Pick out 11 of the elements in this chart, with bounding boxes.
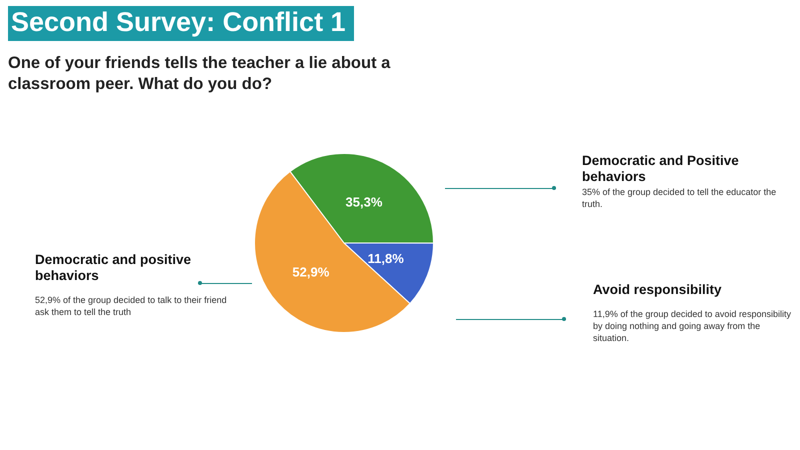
text: Avoid responsibility [593, 282, 723, 298]
text: 11,9% of the group decided to avoid responsibility by doing nothing and going away from the situation. [593, 308, 792, 344]
text: 52,9% of the group decided to talk to their friend ask them to tell the truth [35, 294, 228, 318]
chart-subtitle: One of your friends tells the teacher a lie about a classroom peer. What do you do? [8, 53, 392, 95]
data-label: 35,3% [346, 194, 383, 210]
text: Democratic and positive behaviors [35, 252, 192, 284]
text: 35% of the group decided to tell the educator the truth. [582, 186, 778, 210]
data-label: 52,9% [292, 264, 330, 280]
text: Democratic and Positive behaviors [582, 153, 740, 185]
data-label: 11,8% [368, 250, 404, 266]
chart-title: Second Survey: Conflict 1 [8, 6, 354, 41]
